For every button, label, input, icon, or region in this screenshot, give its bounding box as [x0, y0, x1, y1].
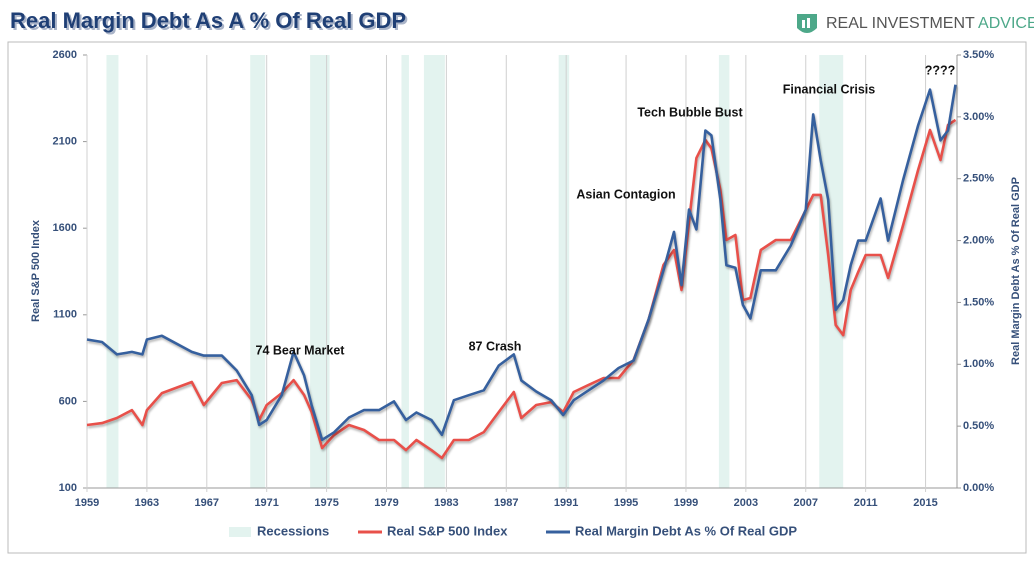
x-tick-label: 2015 — [913, 497, 937, 509]
y2-tick-label: 2.50% — [963, 173, 994, 185]
logo-icon-bar — [802, 20, 805, 28]
x-tick-label: 2007 — [794, 497, 818, 509]
x-tick-label: 1983 — [434, 497, 458, 509]
y2-tick-label: 0.00% — [963, 482, 994, 494]
x-tick-label: 2011 — [854, 497, 878, 509]
recession-band — [718, 55, 730, 488]
annotation: Financial Crisis — [783, 82, 875, 96]
y2-tick-label: 0.50% — [963, 420, 994, 432]
y2-tick-label: 1.50% — [963, 296, 994, 308]
legend-label: Real S&P 500 Index — [387, 523, 508, 538]
x-tick-label: 1987 — [494, 497, 518, 509]
legend-swatch — [229, 527, 251, 537]
y-tick-label: 2600 — [53, 49, 77, 61]
y-tick-label: 1600 — [53, 222, 77, 234]
chart-title-shadow: Real Margin Debt As A % Of Real GDP — [12, 10, 408, 35]
x-tick-label: 1991 — [554, 497, 578, 509]
y2-tick-label: 3.50% — [963, 49, 994, 61]
y2-tick-label: 3.00% — [963, 111, 994, 123]
recession-band — [250, 55, 266, 488]
annotation: ???? — [925, 63, 956, 77]
x-tick-label: 1995 — [614, 497, 638, 509]
recession-band — [310, 55, 330, 488]
x-tick-label: 1975 — [314, 497, 338, 509]
logo-text: REAL INVESTMENT ADVICE — [826, 15, 1034, 32]
annotation: 74 Bear Market — [256, 343, 346, 357]
logo: REAL INVESTMENT ADVICE — [797, 14, 1034, 33]
y-tick-label: 2100 — [53, 136, 77, 148]
annotation: 87 Crash — [469, 339, 522, 353]
recession-band — [401, 55, 409, 488]
y-axis-title: Real S&P 500 Index — [30, 219, 42, 322]
recession-band — [106, 55, 119, 488]
annotation: Tech Bubble Bust — [637, 105, 743, 119]
recession-band — [558, 55, 570, 488]
x-tick-label: 1999 — [674, 497, 698, 509]
legend-label: Real Margin Debt As % Of Real GDP — [575, 523, 797, 538]
legend-label: Recessions — [257, 523, 329, 538]
x-tick-label: 1959 — [75, 497, 99, 509]
logo-brand: REAL INVESTMENT — [826, 15, 975, 32]
series-line — [86, 118, 957, 460]
x-tick-label: 2003 — [734, 497, 758, 509]
logo-tag: ADVICE — [978, 15, 1034, 32]
chart-title: Real Margin Debt As A % Of Real GDP — [10, 8, 406, 33]
y2-tick-label: 2.00% — [963, 234, 994, 246]
y-tick-label: 1100 — [53, 309, 77, 321]
y2-axis-title: Real Margin Debt As % Of Real GDP — [1010, 177, 1022, 365]
series-line — [86, 84, 957, 442]
x-tick-label: 1963 — [135, 497, 159, 509]
chart-frame — [7, 41, 1027, 554]
y2-tick-label: 1.00% — [963, 358, 994, 370]
y-tick-label: 100 — [59, 482, 77, 494]
x-tick-label: 1971 — [254, 497, 278, 509]
y-tick-label: 600 — [59, 395, 77, 407]
annotation: Asian Contagion — [576, 187, 675, 201]
x-tick-label: 1979 — [374, 497, 398, 509]
logo-icon-bar — [807, 18, 810, 28]
x-tick-label: 1967 — [195, 497, 219, 509]
recession-band — [423, 55, 445, 488]
